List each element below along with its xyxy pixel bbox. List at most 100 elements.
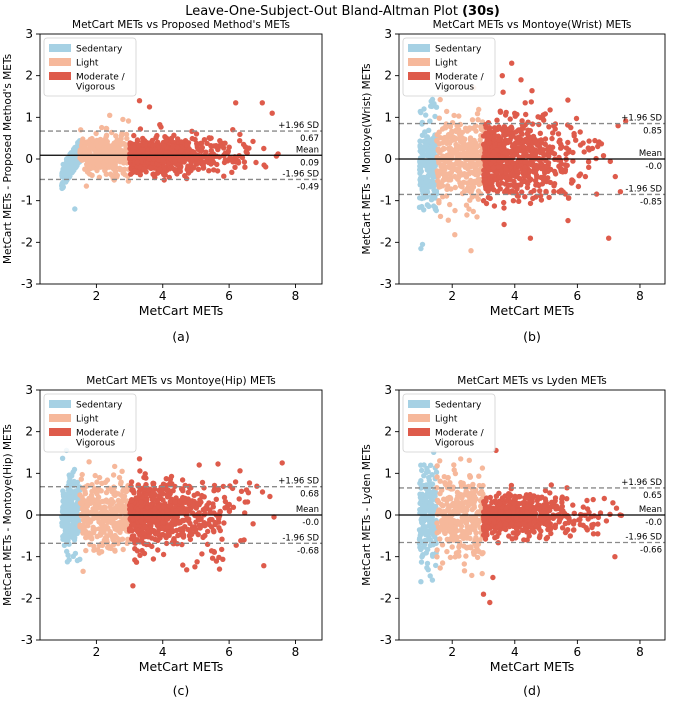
point-moderate (575, 183, 582, 190)
point-moderate (535, 114, 541, 120)
point-sedentary (429, 551, 436, 558)
point-moderate (510, 505, 516, 511)
point-moderate (482, 122, 489, 128)
point-light (468, 524, 475, 531)
point-moderate (521, 537, 527, 543)
y-tick-label: -3 (21, 633, 33, 647)
point-sedentary (419, 467, 425, 474)
point-moderate (522, 100, 528, 106)
legend-swatch (49, 414, 71, 422)
point-sedentary (429, 481, 436, 487)
point-moderate (607, 158, 613, 165)
panel-title: MetCart METs vs Proposed Method's METs (72, 19, 290, 31)
point-moderate (568, 180, 575, 186)
point-outlier (196, 462, 202, 468)
point-sedentary (425, 531, 432, 537)
point-sedentary (429, 143, 436, 149)
point-moderate (551, 181, 558, 187)
point-moderate (173, 508, 180, 514)
point-moderate (567, 533, 573, 539)
y-tick-label: 1 (384, 466, 392, 480)
point-moderate (497, 522, 503, 528)
point-light (451, 462, 457, 468)
point-light (444, 501, 450, 507)
point-moderate (546, 124, 552, 130)
point-moderate (245, 490, 252, 496)
point-sedentary (417, 167, 423, 173)
y-tick-label: -2 (21, 591, 33, 605)
point-moderate (590, 496, 596, 503)
point-outlier (468, 248, 474, 254)
point-light (83, 157, 89, 163)
y-tick-label: -2 (380, 235, 392, 249)
point-light (82, 166, 88, 172)
point-moderate (492, 528, 498, 534)
point-light (122, 518, 129, 525)
point-moderate (211, 167, 217, 173)
point-light (457, 180, 463, 186)
point-moderate (603, 518, 610, 524)
point-sedentary (69, 473, 75, 479)
point-moderate (559, 144, 565, 150)
point-moderate (596, 140, 602, 146)
point-moderate (194, 140, 200, 147)
point-light (437, 490, 443, 497)
point-light (451, 509, 457, 515)
point-moderate (166, 502, 173, 509)
point-light (104, 533, 110, 539)
point-light (436, 528, 442, 535)
point-moderate (548, 482, 554, 488)
point-moderate (200, 165, 207, 171)
point-outlier (136, 456, 143, 462)
point-sedentary (423, 112, 429, 118)
point-sedentary (433, 540, 439, 546)
point-moderate (540, 503, 547, 509)
point-moderate (153, 518, 160, 524)
point-moderate (139, 547, 145, 554)
point-light (472, 171, 479, 178)
point-moderate (552, 524, 558, 531)
point-outlier (490, 574, 496, 581)
point-moderate (498, 180, 505, 186)
point-light (459, 518, 465, 525)
point-light (466, 171, 472, 177)
point-moderate (155, 531, 161, 537)
point-light (450, 147, 456, 153)
point-moderate (546, 194, 552, 201)
point-moderate (490, 164, 497, 171)
point-moderate (548, 530, 554, 537)
point-moderate (496, 174, 503, 180)
point-moderate (217, 138, 223, 144)
point-sedentary (74, 557, 81, 564)
point-moderate (565, 520, 572, 526)
point-moderate (540, 112, 546, 118)
point-moderate (487, 195, 493, 202)
point-moderate (232, 164, 238, 170)
point-light (98, 521, 104, 527)
point-moderate (491, 519, 497, 525)
point-light (434, 463, 440, 469)
y-tick-label: 1 (384, 110, 392, 124)
point-light (439, 542, 446, 548)
point-moderate (494, 117, 500, 123)
x-tick-label: 2 (93, 289, 101, 303)
point-moderate (163, 540, 170, 547)
point-moderate (171, 536, 177, 542)
point-moderate (542, 141, 548, 147)
point-moderate (499, 515, 506, 521)
point-light (445, 495, 451, 501)
point-moderate (516, 134, 522, 140)
point-moderate (193, 131, 200, 137)
y-tick-label: 3 (384, 27, 392, 41)
point-moderate (502, 149, 508, 156)
legend-swatch (408, 58, 430, 66)
point-sedentary (419, 145, 425, 151)
point-light (445, 506, 452, 512)
point-moderate (496, 124, 502, 130)
point-light (467, 197, 473, 203)
point-sedentary (431, 183, 437, 189)
y-axis-label: MetCart METs - Montoye(Wrist) METs (361, 64, 373, 255)
point-moderate (160, 531, 166, 538)
panel-label: (c) (173, 683, 190, 698)
point-light (103, 125, 110, 132)
